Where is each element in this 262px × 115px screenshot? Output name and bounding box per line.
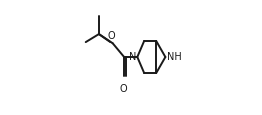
Text: NH: NH xyxy=(167,52,182,62)
Text: O: O xyxy=(120,83,127,93)
Text: O: O xyxy=(108,31,115,41)
Text: N: N xyxy=(129,52,136,62)
